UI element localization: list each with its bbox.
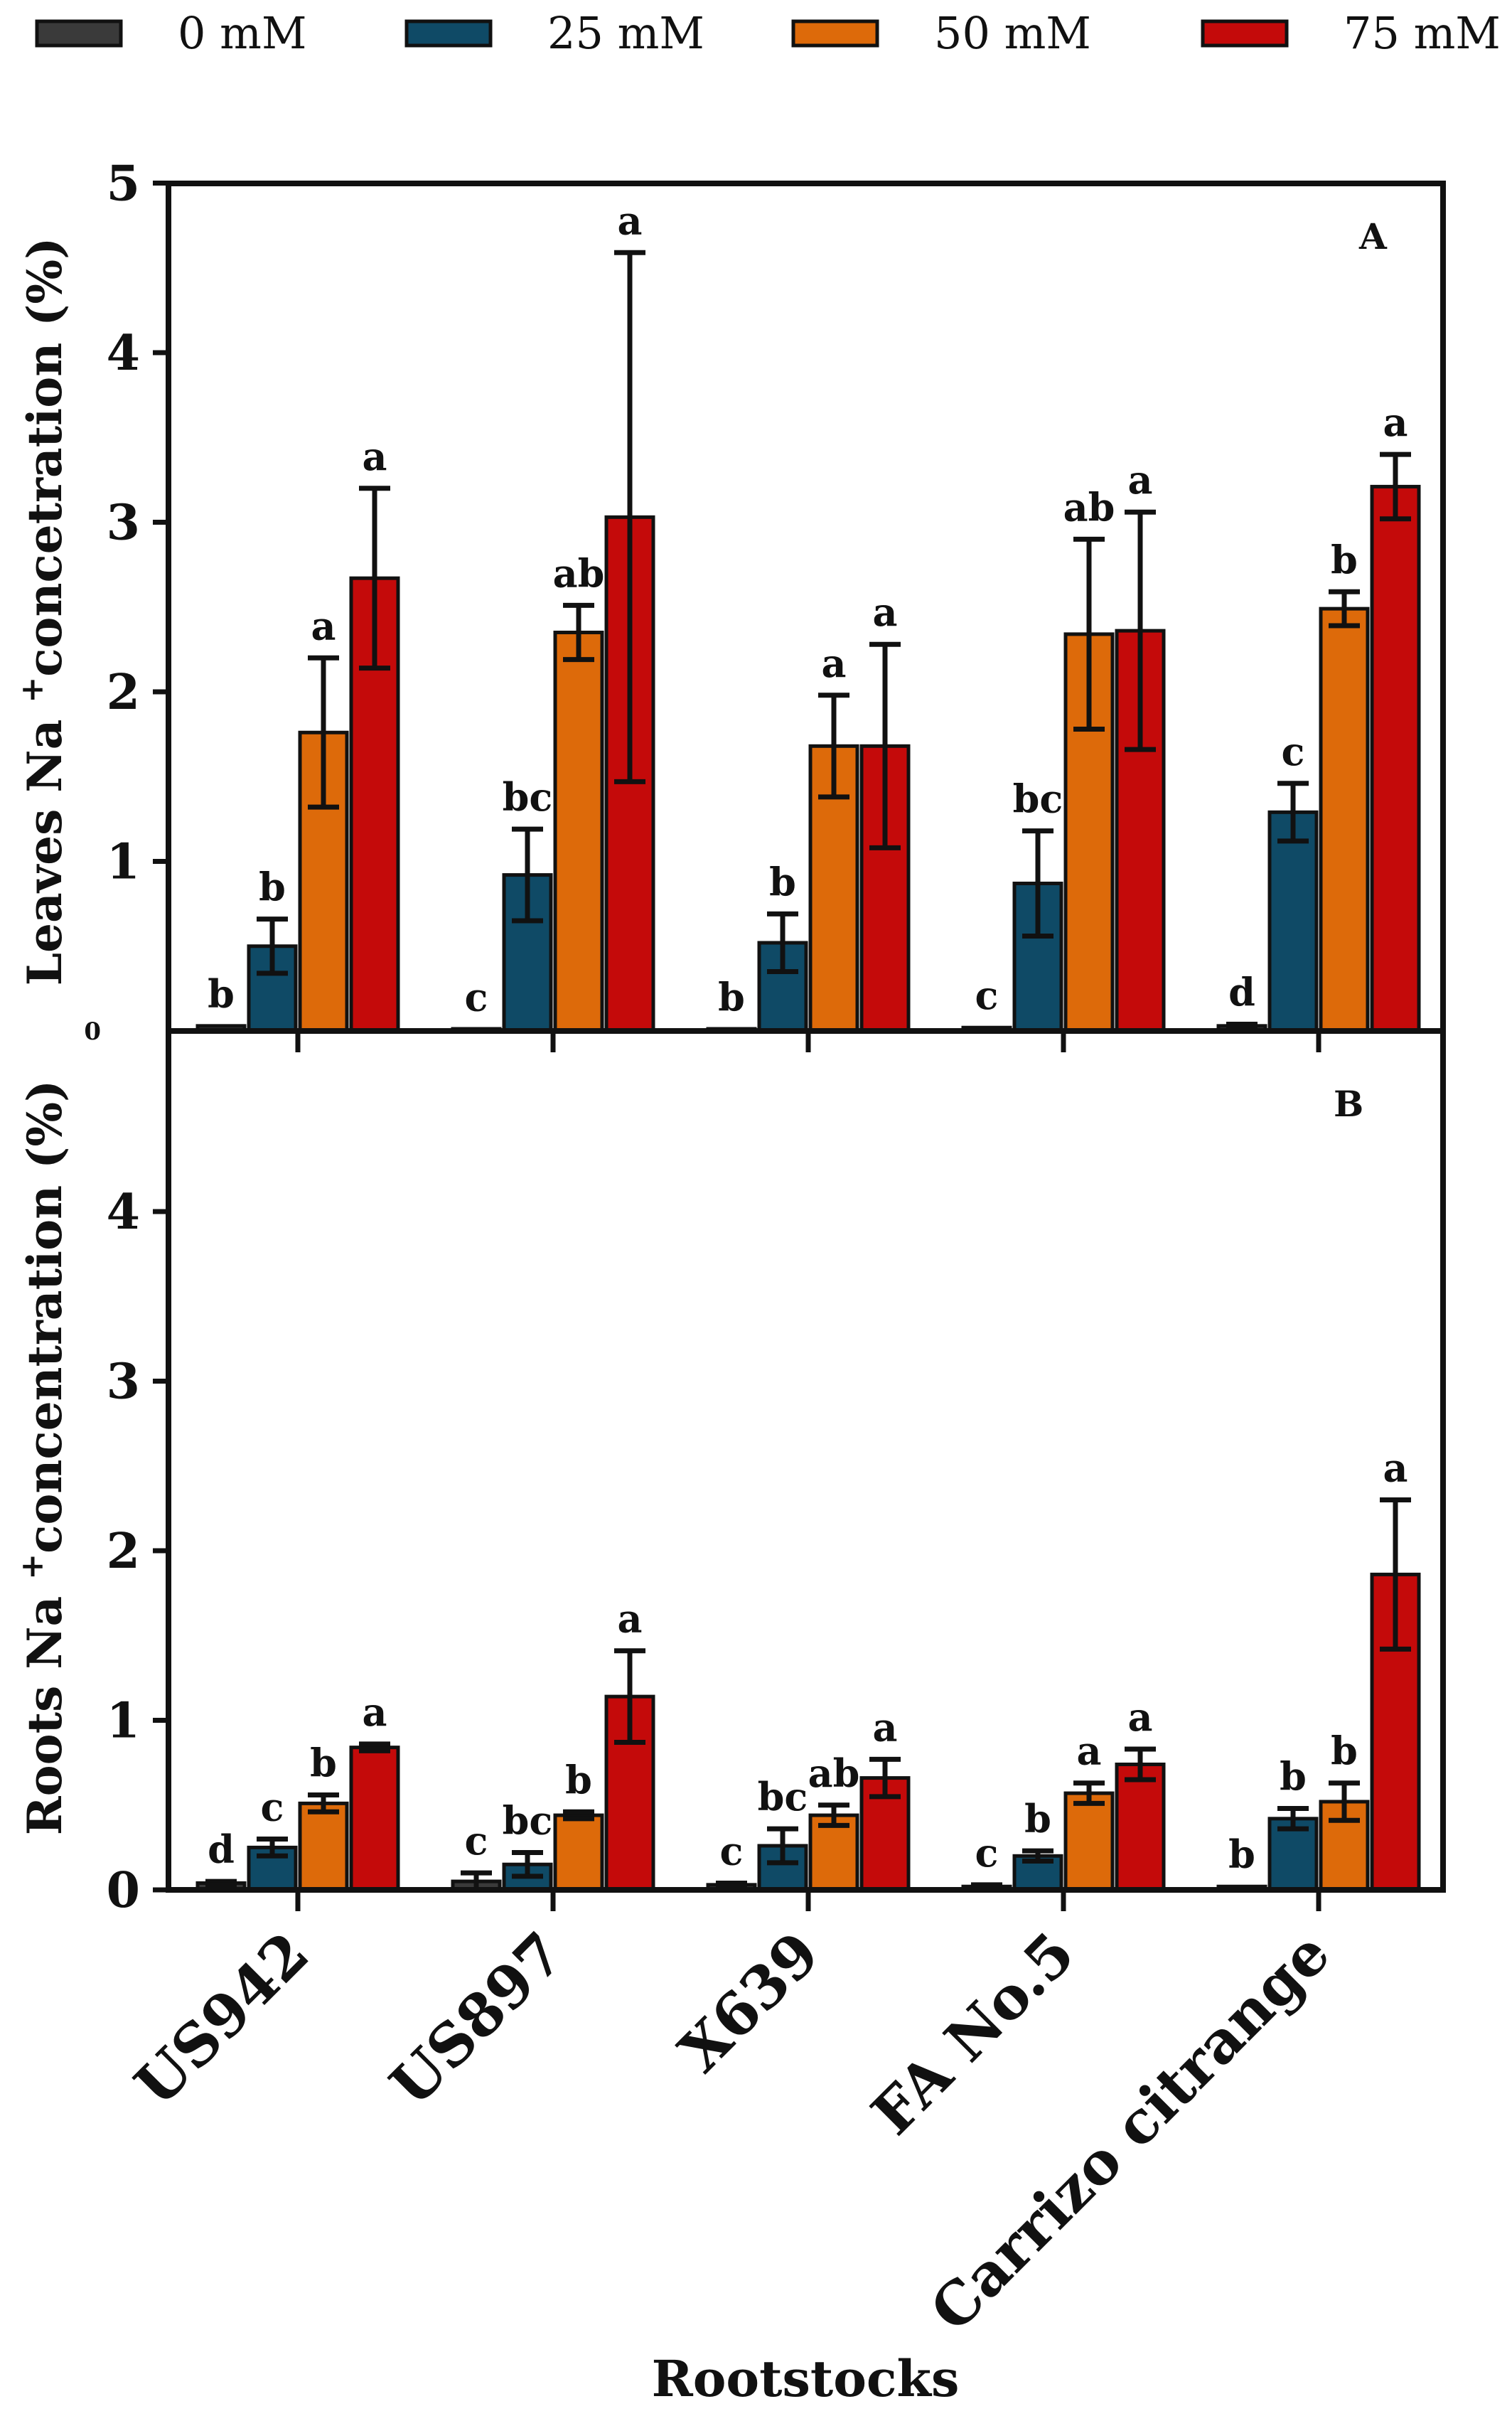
significance-letter-p1-s0-c0: d (208, 1827, 235, 1872)
y-axis-title-roots: Roots Na +concentration (%) (14, 1080, 73, 1836)
legend-label-1: 25 mM (547, 7, 704, 59)
y-axis-title-superscript: + (14, 1554, 50, 1580)
significance-letter-p0-s2-c3: ab (1063, 484, 1115, 530)
significance-letter-p0-s3-c1: a (618, 198, 643, 243)
significance-letter-p0-s2-c2: a (822, 641, 847, 686)
x-category-label-2: X639 (666, 1919, 832, 2085)
bar-p0-s2-c4 (1319, 606, 1370, 1033)
y-tick-label-p1-0: 0 (107, 1862, 140, 1919)
y-axis-title-main: Leaves Na (17, 720, 73, 986)
bar-p1-s2-c0 (298, 1801, 349, 1892)
significance-letter-p0-s0-c4: d (1228, 969, 1255, 1015)
x-category-label-3: FA No.5 (859, 1919, 1088, 2148)
significance-letter-p0-s2-c0: a (311, 603, 336, 648)
panel-label-b: B (1334, 1083, 1363, 1125)
y-axis-title-rest: concentration (%) (17, 1080, 73, 1554)
y-tick-label-p0-0: 0 (84, 1017, 101, 1046)
y-tick-label-p1-2: 2 (107, 1523, 140, 1580)
bar-p0-s2-c1 (553, 631, 604, 1033)
significance-letter-p0-s1-c3: bc (1013, 776, 1063, 822)
significance-letter-p0-s3-c0: a (363, 434, 387, 479)
significance-letter-p0-s3-c2: a (873, 589, 898, 635)
significance-letter-p1-s1-c2: bc (758, 1774, 808, 1819)
significance-letter-p0-s2-c1: ab (553, 550, 605, 596)
y-axis-title-main: Roots Na (17, 1596, 73, 1836)
y-tick-label-p1-4: 4 (107, 1184, 140, 1241)
bar-p1-s2-c3 (1063, 1791, 1115, 1892)
significance-letter-p0-s0-c1: c (465, 975, 488, 1020)
legend-swatch-0 (35, 19, 123, 48)
legend-swatch-1 (404, 19, 493, 48)
y-tick-label-p0-2: 2 (107, 664, 140, 721)
significance-letter-p1-s0-c1: c (465, 1818, 488, 1864)
x-axis-title: Rootstocks (652, 2349, 960, 2408)
y-tick-label-p0-4: 4 (107, 325, 140, 382)
y-axis-title-leaves: Leaves Na +concetration (%) (14, 237, 73, 986)
significance-letter-p1-s2-c1: b (565, 1757, 592, 1802)
significance-letter-p1-s1-c1: bc (503, 1798, 553, 1844)
significance-letter-p1-s3-c3: a (1128, 1694, 1153, 1740)
significance-letter-p1-s2-c0: b (310, 1740, 337, 1785)
significance-letter-p1-s3-c0: a (363, 1689, 387, 1735)
bar-p0-s3-c4 (1370, 484, 1421, 1033)
legend-swatch-3 (1201, 19, 1289, 48)
legend-label-3: 75 mM (1344, 7, 1501, 59)
significance-letter-p1-s2-c2: ab (808, 1751, 860, 1796)
y-tick-label-p0-3: 3 (107, 495, 140, 552)
y-tick-label-p0-1: 1 (107, 834, 140, 891)
significance-letter-p0-s0-c0: b (208, 971, 235, 1017)
significance-letter-p0-s0-c2: b (718, 975, 745, 1020)
significance-letter-p0-s1-c4: c (1282, 729, 1305, 774)
significance-letter-p0-s1-c1: bc (503, 774, 553, 820)
y-axis-title-superscript: + (14, 677, 50, 703)
y-axis-title-rest: concetration (%) (17, 237, 73, 677)
significance-letter-p1-s0-c3: c (975, 1830, 999, 1876)
significance-letter-p1-s1-c0: c (261, 1784, 284, 1829)
y-tick-label-p1-1: 1 (107, 1693, 140, 1750)
significance-letter-p1-s0-c2: c (720, 1828, 744, 1874)
significance-letter-p1-s1-c4: b (1280, 1754, 1307, 1800)
legend-label-2: 50 mM (934, 7, 1091, 59)
significance-letter-p1-s3-c1: a (618, 1596, 643, 1642)
significance-letter-p1-s2-c3: a (1077, 1728, 1102, 1774)
significance-letter-p1-s2-c4: b (1331, 1728, 1358, 1774)
significance-letter-p0-s1-c2: b (769, 859, 796, 904)
significance-letter-p1-s3-c4: a (1383, 1445, 1408, 1490)
bar-p0-s1-c4 (1267, 810, 1319, 1033)
significance-letter-p0-s3-c3: a (1128, 457, 1153, 503)
significance-letter-p1-s3-c2: a (873, 1704, 898, 1750)
y-tick-label-p0-5: 5 (107, 156, 140, 213)
significance-letter-p0-s2-c4: b (1331, 537, 1358, 582)
bar-p1-s2-c1 (553, 1813, 604, 1892)
significance-letter-p0-s3-c4: a (1383, 400, 1408, 445)
legend-label-0: 0 mM (178, 7, 306, 59)
significance-letter-p1-s1-c3: b (1024, 1796, 1051, 1842)
significance-letter-p0-s0-c3: c (975, 973, 999, 1018)
y-tick-label-p1-3: 3 (107, 1354, 140, 1411)
significance-letter-p1-s0-c4: b (1228, 1832, 1255, 1877)
bar-p1-s3-c3 (1115, 1763, 1166, 1892)
legend-swatch-2 (791, 19, 879, 48)
x-category-label-0: US942 (122, 1919, 322, 2119)
bar-p1-s3-c0 (349, 1746, 400, 1892)
panel-label-a: A (1358, 215, 1388, 257)
x-category-label-1: US897 (377, 1919, 577, 2119)
significance-letter-p0-s1-c0: b (259, 865, 286, 910)
